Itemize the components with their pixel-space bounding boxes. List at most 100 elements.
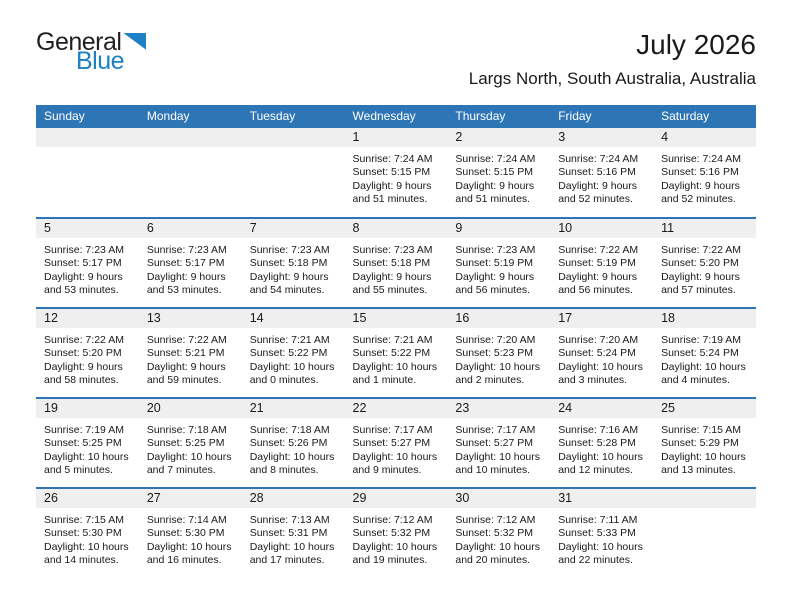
daylight-text: and 19 minutes. bbox=[352, 554, 428, 567]
day-details: Sunrise: 7:21 AM Sunset: 5:22 PM Daylight:… bbox=[345, 328, 448, 388]
day-details: Sunrise: 7:24 AM Sunset: 5:15 PM Daylight:… bbox=[345, 147, 448, 207]
daylight-text: Daylight: 10 hours bbox=[352, 540, 438, 553]
sunset-text: Sunset: 5:28 PM bbox=[558, 437, 636, 450]
sunset-text: Sunset: 5:17 PM bbox=[146, 257, 225, 270]
daylight-text: Daylight: 9 hours bbox=[146, 360, 226, 373]
day-cell: 19 Sunrise: 7:19 AM Sunset: 5:25 PM Dayligh… bbox=[36, 397, 139, 488]
sunset-text: Sunset: 5:22 PM bbox=[249, 347, 328, 360]
day-number: 22 bbox=[344, 399, 448, 418]
day-cell: 23 Sunrise: 7:17 AM Sunset: 5:27 PM Dayligh… bbox=[447, 397, 551, 488]
day-cell: 20 Sunrise: 7:18 AM Sunset: 5:25 PM Dayligh… bbox=[138, 397, 242, 488]
sunrise-text: Sunrise: 7:24 AM bbox=[661, 153, 742, 165]
daylight-text: Daylight: 10 hours bbox=[44, 540, 129, 553]
day-cell: 5 Sunrise: 7:23 AM Sunset: 5:17 PM Daylight… bbox=[36, 217, 139, 308]
sunset-text: Sunset: 5:24 PM bbox=[661, 347, 739, 360]
day-number: 10 bbox=[550, 219, 654, 238]
day-number: 26 bbox=[36, 489, 139, 508]
day-details: Sunrise: 7:14 AM Sunset: 5:30 PM Daylight:… bbox=[139, 508, 242, 568]
daylight-text: and 51 minutes. bbox=[455, 193, 531, 206]
daylight-text: and 55 minutes. bbox=[352, 284, 428, 297]
sunrise-text: Sunrise: 7:23 AM bbox=[44, 244, 124, 256]
sunset-text: Sunset: 5:15 PM bbox=[455, 166, 534, 179]
day-number: 7 bbox=[241, 219, 345, 238]
sunrise-text: Sunrise: 7:12 AM bbox=[455, 514, 536, 526]
day-details: Sunrise: 7:15 AM Sunset: 5:30 PM Daylight:… bbox=[36, 508, 139, 568]
general-blue-logo: General Blue bbox=[36, 30, 147, 74]
daylight-text: Daylight: 10 hours bbox=[558, 540, 643, 553]
day-cell: 12 Sunrise: 7:22 AM Sunset: 5:20 PM Dayligh… bbox=[36, 307, 139, 398]
sunset-text: Sunset: 5:21 PM bbox=[146, 347, 225, 360]
sunrise-text: Sunrise: 7:13 AM bbox=[249, 514, 330, 526]
day-number: 9 bbox=[447, 219, 551, 238]
day-cell: 4 Sunrise: 7:24 AM Sunset: 5:16 PM Daylight… bbox=[653, 128, 756, 218]
title-block: July 2026 Largs North, South Australia, … bbox=[469, 29, 756, 89]
calendar-table: Sunday Monday Tuesday Wednesday Thursday… bbox=[36, 105, 756, 578]
day-details: Sunrise: 7:18 AM Sunset: 5:25 PM Daylight:… bbox=[139, 418, 242, 478]
daylight-text: Daylight: 9 hours bbox=[661, 179, 740, 192]
sunset-text: Sunset: 5:19 PM bbox=[455, 257, 534, 270]
sunset-text: Sunset: 5:27 PM bbox=[352, 437, 431, 450]
weekday-header-tuesday: Tuesday bbox=[241, 105, 345, 128]
day-details: Sunrise: 7:20 AM Sunset: 5:23 PM Daylight:… bbox=[447, 328, 550, 388]
daylight-text: Daylight: 10 hours bbox=[661, 360, 746, 373]
daylight-text: Daylight: 10 hours bbox=[146, 540, 232, 553]
day-number: 12 bbox=[36, 309, 139, 328]
daylight-text: Daylight: 9 hours bbox=[44, 360, 123, 373]
daylight-text: and 56 minutes. bbox=[558, 284, 633, 297]
day-cell: 16 Sunrise: 7:20 AM Sunset: 5:23 PM Dayligh… bbox=[447, 307, 551, 398]
daylight-text: and 9 minutes. bbox=[352, 464, 422, 477]
sunrise-text: Sunrise: 7:24 AM bbox=[558, 153, 639, 165]
sunrise-text: Sunrise: 7:17 AM bbox=[352, 424, 433, 436]
daylight-text: and 20 minutes. bbox=[455, 554, 531, 567]
day-details: Sunrise: 7:15 AM Sunset: 5:29 PM Daylight:… bbox=[653, 418, 756, 478]
sunrise-text: Sunrise: 7:18 AM bbox=[146, 424, 227, 436]
day-number: 8 bbox=[344, 219, 448, 238]
daylight-text: Daylight: 10 hours bbox=[249, 450, 335, 463]
daylight-text: Daylight: 10 hours bbox=[455, 540, 541, 553]
week-row: 1 Sunrise: 7:24 AM Sunset: 5:15 PM Daylight… bbox=[36, 128, 756, 218]
sunset-text: Sunset: 5:20 PM bbox=[661, 257, 739, 270]
daylight-text: and 3 minutes. bbox=[558, 374, 628, 387]
day-number: 17 bbox=[550, 309, 654, 328]
day-number: 27 bbox=[138, 489, 242, 508]
daylight-text: Daylight: 9 hours bbox=[352, 179, 432, 192]
daylight-text: and 59 minutes. bbox=[146, 374, 222, 387]
day-details: Sunrise: 7:23 AM Sunset: 5:17 PM Daylight:… bbox=[36, 238, 139, 298]
day-cell: 31 Sunrise: 7:11 AM Sunset: 5:33 PM Dayligh… bbox=[550, 487, 654, 578]
sunset-text: Sunset: 5:22 PM bbox=[352, 347, 431, 360]
sunset-text: Sunset: 5:17 PM bbox=[44, 257, 122, 270]
day-cell: 25 Sunrise: 7:15 AM Sunset: 5:29 PM Dayligh… bbox=[653, 397, 756, 488]
day-number: 3 bbox=[550, 128, 654, 147]
weekday-header-saturday: Saturday bbox=[653, 105, 756, 128]
empty-day-cell bbox=[138, 128, 242, 218]
day-cell: 21 Sunrise: 7:18 AM Sunset: 5:26 PM Dayligh… bbox=[241, 397, 345, 488]
sunrise-text: Sunrise: 7:23 AM bbox=[146, 244, 227, 256]
day-number: 16 bbox=[447, 309, 551, 328]
day-number: 21 bbox=[241, 399, 345, 418]
day-details: Sunrise: 7:23 AM Sunset: 5:17 PM Daylight:… bbox=[139, 238, 242, 298]
weekday-header-thursday: Thursday bbox=[447, 105, 551, 128]
daylight-text: Daylight: 9 hours bbox=[146, 270, 226, 283]
day-cell: 3 Sunrise: 7:24 AM Sunset: 5:16 PM Daylight… bbox=[550, 128, 654, 218]
sunset-text: Sunset: 5:30 PM bbox=[44, 527, 122, 540]
daylight-text: and 8 minutes. bbox=[249, 464, 319, 477]
day-number bbox=[241, 128, 345, 147]
sunset-text: Sunset: 5:20 PM bbox=[44, 347, 122, 360]
day-cell: 24 Sunrise: 7:16 AM Sunset: 5:28 PM Dayligh… bbox=[550, 397, 654, 488]
sunrise-text: Sunrise: 7:17 AM bbox=[455, 424, 536, 436]
day-cell: 30 Sunrise: 7:12 AM Sunset: 5:32 PM Dayligh… bbox=[447, 487, 551, 578]
logo-triangle-icon bbox=[123, 33, 147, 50]
day-number: 1 bbox=[344, 128, 448, 147]
day-details: Sunrise: 7:18 AM Sunset: 5:26 PM Daylight:… bbox=[242, 418, 345, 478]
sunrise-text: Sunrise: 7:11 AM bbox=[558, 514, 638, 526]
day-number bbox=[36, 128, 139, 147]
sunrise-text: Sunrise: 7:15 AM bbox=[661, 424, 742, 436]
daylight-text: and 5 minutes. bbox=[44, 464, 113, 477]
daylight-text: and 53 minutes. bbox=[146, 284, 222, 297]
sunset-text: Sunset: 5:25 PM bbox=[146, 437, 225, 450]
sunset-text: Sunset: 5:23 PM bbox=[455, 347, 534, 360]
day-cell: 26 Sunrise: 7:15 AM Sunset: 5:30 PM Dayligh… bbox=[36, 487, 139, 578]
daylight-text: and 54 minutes. bbox=[249, 284, 325, 297]
day-cell: 17 Sunrise: 7:20 AM Sunset: 5:24 PM Dayligh… bbox=[550, 307, 654, 398]
